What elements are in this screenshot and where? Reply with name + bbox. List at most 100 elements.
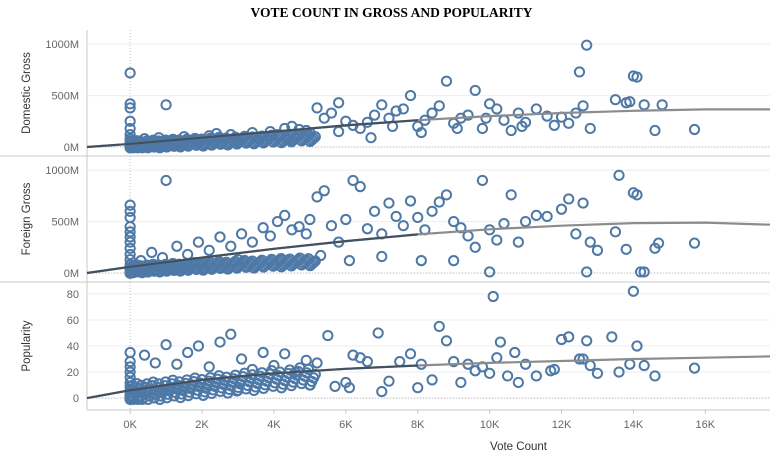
- data-point: [257, 222, 269, 234]
- data-point: [512, 107, 524, 119]
- data-point: [498, 218, 510, 230]
- data-point: [584, 122, 596, 135]
- data-point: [624, 96, 636, 108]
- data-point: [530, 370, 542, 382]
- data-point: [300, 228, 312, 240]
- data-point: [368, 109, 381, 121]
- data-point: [606, 331, 618, 343]
- x-tick-label: 16K: [696, 419, 716, 431]
- data-point: [354, 181, 366, 193]
- data-point: [541, 110, 553, 122]
- data-point: [501, 370, 514, 382]
- data-point: [271, 215, 284, 228]
- data-point: [570, 228, 582, 240]
- data-point: [307, 256, 320, 269]
- data-point: [505, 189, 517, 201]
- data-point: [124, 346, 136, 359]
- data-point: [555, 203, 568, 215]
- data-point: [613, 366, 625, 378]
- data-point: [203, 361, 215, 373]
- data-point: [512, 236, 524, 248]
- data-point: [548, 363, 560, 376]
- data-point: [412, 211, 424, 224]
- data-point: [182, 248, 194, 261]
- panel-1: 0M 500M 1000M Foreign Gross: [0, 156, 771, 283]
- y-tick-label: 60: [67, 315, 79, 327]
- data-point: [433, 320, 445, 333]
- data-point: [124, 98, 136, 110]
- data-point: [309, 255, 321, 267]
- data-point: [325, 107, 338, 119]
- data-point: [498, 114, 510, 126]
- data-point: [124, 356, 136, 368]
- x-axis-label: Vote Count: [490, 441, 548, 453]
- data-point: [404, 89, 417, 102]
- data-point: [563, 117, 575, 129]
- data-point: [293, 221, 305, 233]
- data-point: [573, 66, 586, 78]
- data-point: [469, 241, 481, 253]
- data-point: [412, 382, 424, 394]
- data-point: [368, 205, 381, 217]
- data-point: [124, 115, 136, 127]
- data-point: [415, 126, 427, 139]
- data-point: [397, 103, 409, 115]
- data-point: [448, 215, 460, 228]
- data-point: [214, 336, 226, 348]
- data-point: [182, 346, 194, 359]
- data-point: [519, 215, 532, 228]
- data-point: [171, 240, 183, 252]
- data-point: [656, 99, 668, 111]
- y-axis-label: Popularity: [21, 320, 33, 371]
- data-point: [124, 67, 136, 79]
- data-point: [383, 375, 395, 387]
- data-point: [225, 328, 237, 340]
- data-point: [548, 119, 560, 131]
- data-point: [307, 132, 320, 144]
- data-point: [311, 102, 323, 114]
- data-point: [440, 189, 453, 201]
- data-point: [577, 197, 589, 209]
- data-point: [426, 107, 438, 119]
- data-point: [433, 196, 445, 208]
- x-tick-label: 8K: [411, 419, 425, 431]
- y-axis-label: Domestic Gross: [21, 52, 33, 134]
- data-point: [124, 205, 136, 217]
- data-point: [257, 346, 269, 359]
- x-tick-label: 2K: [195, 419, 209, 431]
- data-point: [192, 340, 205, 352]
- data-point: [203, 244, 215, 256]
- data-point: [325, 220, 338, 232]
- data-point: [484, 367, 496, 379]
- data-point: [530, 103, 542, 115]
- data-point: [318, 112, 330, 124]
- data-point: [491, 352, 503, 364]
- data-point: [631, 189, 643, 201]
- data-point: [329, 380, 341, 392]
- data-point: [620, 243, 632, 255]
- y-tick-label: 500M: [51, 91, 79, 103]
- data-point: [448, 356, 460, 368]
- data-point: [512, 376, 524, 389]
- data-point: [124, 231, 136, 243]
- data-point: [591, 367, 604, 379]
- data-point: [541, 210, 553, 223]
- data-point: [516, 120, 528, 133]
- data-point: [390, 210, 402, 223]
- data-point: [426, 374, 438, 386]
- data-point: [476, 122, 489, 135]
- data-point: [609, 94, 622, 106]
- data-point: [146, 246, 158, 259]
- x-tick-label: 14K: [624, 419, 644, 431]
- data-point: [235, 353, 248, 365]
- data-point: [480, 112, 492, 124]
- data-point: [124, 221, 136, 233]
- data-point: [160, 99, 172, 111]
- data-point: [264, 230, 276, 242]
- data-point: [426, 205, 438, 217]
- data-point: [376, 385, 388, 398]
- data-point: [448, 255, 460, 267]
- data-point: [638, 359, 650, 372]
- data-point: [361, 223, 373, 235]
